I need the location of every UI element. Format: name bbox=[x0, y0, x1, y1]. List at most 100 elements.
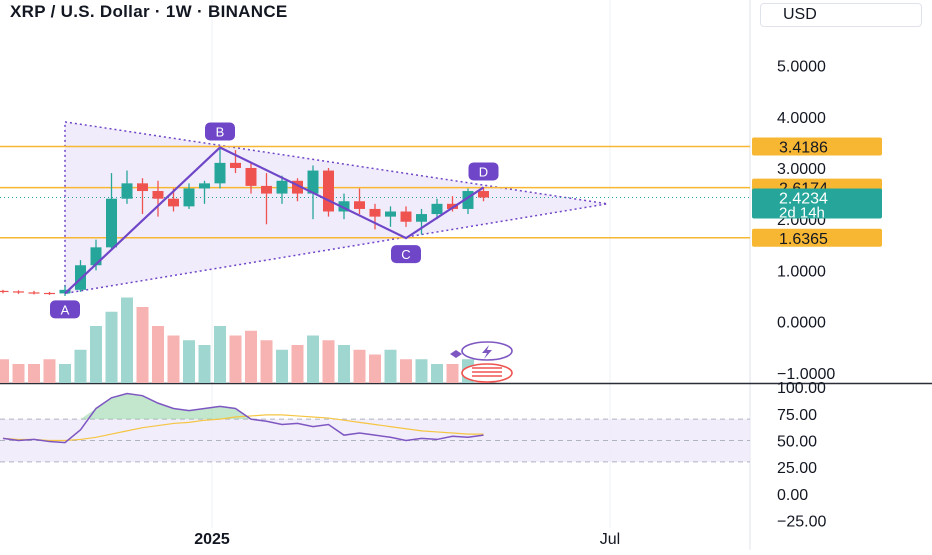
pattern-label-text: D bbox=[479, 164, 488, 179]
volume-bar bbox=[198, 345, 211, 383]
candle-body bbox=[44, 292, 55, 295]
volume-bar bbox=[384, 349, 397, 383]
candle bbox=[431, 198, 443, 220]
candle-body bbox=[214, 162, 226, 184]
volume-bar bbox=[28, 364, 40, 383]
candle bbox=[369, 203, 381, 230]
axes: 5.00004.00003.00002.00001.00000.0000−1.0… bbox=[194, 59, 882, 548]
volume-bar bbox=[183, 340, 195, 383]
candle-body bbox=[431, 203, 443, 215]
candle bbox=[106, 173, 117, 250]
volume-bar bbox=[90, 326, 102, 383]
candle-body bbox=[230, 162, 241, 168]
countdown-label: 2d 14h bbox=[779, 205, 825, 222]
rsi-line bbox=[2, 392, 484, 444]
rsi-overbought-fill bbox=[3, 393, 484, 420]
candle-body bbox=[261, 185, 272, 194]
candle-body bbox=[307, 170, 319, 194]
volume-bar bbox=[152, 326, 164, 383]
candle-body bbox=[90, 247, 102, 266]
candle-body bbox=[121, 183, 133, 199]
price-tick-label: −1.0000 bbox=[777, 366, 835, 383]
candle bbox=[199, 180, 210, 204]
pattern-label-box bbox=[468, 162, 499, 181]
rsi-tick-label: 75.00 bbox=[777, 407, 817, 424]
triangle-pattern bbox=[64, 121, 608, 295]
volume-bar bbox=[229, 335, 242, 383]
candle bbox=[416, 208, 427, 235]
candle bbox=[338, 193, 350, 220]
candle-body bbox=[416, 214, 427, 222]
volume-bar bbox=[353, 349, 366, 383]
candle-body bbox=[28, 292, 40, 294]
candle bbox=[13, 290, 24, 294]
pattern-label-box bbox=[391, 245, 421, 264]
volume-bar bbox=[12, 364, 25, 383]
candle-body bbox=[292, 180, 303, 194]
triangle-area bbox=[64, 121, 608, 295]
volume-bar bbox=[431, 364, 443, 383]
level-price-tag bbox=[752, 228, 882, 247]
price-tick-label: 5.0000 bbox=[777, 59, 826, 76]
volume-bar bbox=[276, 349, 288, 383]
volume-bar bbox=[136, 307, 149, 383]
candle-body bbox=[276, 180, 288, 194]
volume-bars bbox=[0, 297, 490, 383]
candle-body bbox=[152, 191, 164, 199]
candle bbox=[59, 285, 71, 296]
candle-body bbox=[385, 211, 396, 217]
pattern-label-d: D bbox=[468, 162, 499, 181]
candle bbox=[183, 183, 195, 209]
candle-body bbox=[447, 203, 458, 209]
candle bbox=[245, 162, 257, 194]
volume-bar bbox=[105, 311, 118, 383]
lightning-bolt-icon bbox=[482, 345, 492, 359]
candle-body bbox=[478, 191, 489, 198]
pattern-label-text: A bbox=[61, 302, 70, 317]
candle-body bbox=[323, 170, 334, 212]
pattern-label-text: B bbox=[216, 125, 225, 140]
volume-bar bbox=[338, 345, 350, 383]
candle bbox=[385, 206, 396, 227]
abcd-line bbox=[64, 146, 485, 295]
price-tick-label: 0.0000 bbox=[777, 315, 826, 332]
pattern-label-a: A bbox=[50, 300, 80, 319]
candle bbox=[261, 173, 272, 225]
candle-body bbox=[168, 198, 179, 207]
volume-bar bbox=[260, 340, 273, 383]
candle-body bbox=[338, 201, 350, 212]
candle bbox=[152, 180, 164, 217]
candle bbox=[44, 291, 55, 295]
volume-bar bbox=[0, 359, 9, 383]
candle-body bbox=[245, 167, 257, 186]
volume-bar bbox=[291, 345, 304, 383]
candle bbox=[214, 147, 226, 189]
candle bbox=[121, 170, 133, 204]
price-tick-label: 1.0000 bbox=[777, 263, 826, 280]
candle-body bbox=[462, 191, 474, 209]
pattern-label-c: C bbox=[391, 245, 421, 264]
rsi-tick-label: −25.00 bbox=[777, 514, 826, 531]
candle bbox=[276, 175, 288, 204]
candle-body bbox=[354, 201, 365, 209]
currency-selector[interactable]: USD bbox=[760, 3, 922, 27]
level-price-label: 3.4186 bbox=[779, 140, 828, 157]
volume-bar bbox=[121, 297, 133, 383]
price-tick-label: 4.0000 bbox=[777, 110, 826, 127]
volume-bar bbox=[59, 364, 71, 383]
candle bbox=[462, 188, 474, 215]
candle bbox=[400, 206, 412, 227]
candle bbox=[478, 187, 489, 202]
pattern-label-box bbox=[50, 300, 80, 319]
volume-bar bbox=[167, 335, 180, 383]
volume-bar bbox=[245, 330, 257, 383]
rsi-tick-label: 50.00 bbox=[777, 433, 817, 450]
candle-body bbox=[400, 211, 412, 222]
candle-body bbox=[199, 183, 210, 189]
candle-body bbox=[369, 208, 381, 217]
volume-bar bbox=[400, 359, 412, 383]
level-price-label: 1.6365 bbox=[779, 231, 828, 248]
pattern-label-box bbox=[205, 122, 235, 141]
